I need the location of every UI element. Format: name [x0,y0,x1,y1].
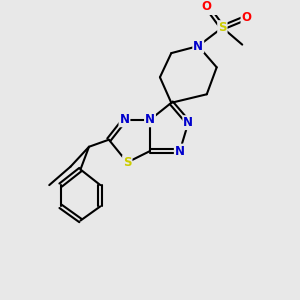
Text: S: S [123,156,131,169]
Text: N: N [119,113,130,126]
Text: O: O [202,0,212,13]
Text: O: O [242,11,251,24]
Text: N: N [193,40,203,52]
Text: S: S [218,21,226,34]
Text: N: N [145,113,155,126]
Text: N: N [175,145,185,158]
Text: N: N [183,116,193,129]
